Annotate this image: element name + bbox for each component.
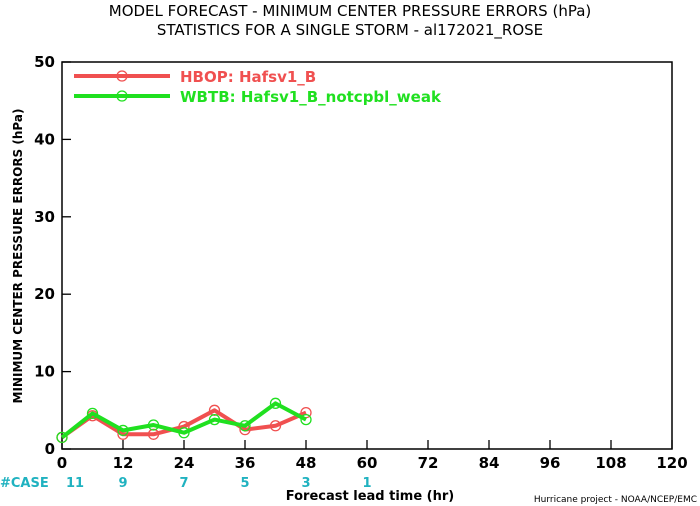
x-tick-label: 60: [357, 454, 378, 472]
x-tick-label: 12: [113, 454, 134, 472]
x-axis-label: Forecast lead time (hr): [286, 489, 454, 504]
data-point: [208, 413, 221, 426]
x-tick-label: 96: [540, 454, 561, 472]
data-point: [147, 419, 160, 431]
chart-title: MODEL FORECAST - MINIMUM CENTER PRESSURE…: [109, 2, 592, 20]
data-point: [269, 397, 282, 409]
case-count: 7: [179, 476, 188, 491]
y-tick-label: 40: [34, 130, 55, 148]
axis-ticks: 0 12 24 36 48 60 72 84 96 108 120 0 10 20 30 40 50: [34, 53, 688, 472]
x-tick-label: 36: [235, 454, 256, 472]
series-line: [60, 408, 307, 440]
plot-frame: [61, 61, 673, 450]
y-tick-label: 30: [34, 208, 55, 226]
x-tick-label: 120: [656, 454, 687, 472]
data-point: [300, 413, 312, 426]
y-tick-label: 20: [34, 285, 55, 303]
chart-subtitle: STATISTICS FOR A SINGLE STORM - al172021…: [157, 21, 543, 40]
case-count: 9: [118, 476, 127, 491]
data-point: [269, 420, 282, 432]
data-point: [239, 420, 251, 432]
legend-marker: [116, 70, 128, 82]
y-tick-label: 50: [34, 53, 55, 71]
series-line: [60, 401, 307, 439]
legend: HBOP: Hafsv1_B WBTB: Hafsv1_B_notcpbl_wea…: [74, 68, 442, 106]
case-counts: #CASE 11 9 7 5 3 1: [0, 476, 372, 491]
case-count: 11: [66, 476, 84, 491]
x-tick-label: 0: [57, 454, 67, 472]
case-count: 1: [362, 476, 371, 491]
legend-label: HBOP: Hafsv1_B: [180, 68, 316, 86]
legend-label: WBTB: Hafsv1_B_notcpbl_weak: [180, 88, 442, 106]
x-tick-label: 108: [595, 454, 626, 472]
y-tick-label: 0: [45, 440, 55, 458]
data-point: [147, 428, 160, 440]
y-axis-label: MINIMUM CENTER PRESSURE ERRORS (hPa): [11, 109, 25, 404]
series-layer: [56, 397, 312, 444]
case-count: 5: [240, 476, 249, 491]
case-count: 3: [301, 476, 310, 491]
case-label: #CASE: [0, 476, 49, 491]
data-point: [117, 424, 129, 437]
data-point: [56, 431, 68, 444]
credit-text: Hurricane project - NOAA/NCEP/EMC: [534, 495, 697, 505]
x-tick-label: 24: [174, 454, 195, 472]
data-point: [86, 407, 99, 420]
x-tick-label: 72: [418, 454, 439, 472]
legend-marker: [116, 90, 128, 102]
x-tick-label: 48: [296, 454, 317, 472]
x-tick-label: 84: [479, 454, 500, 472]
data-point: [178, 427, 190, 439]
y-tick-label: 10: [34, 363, 55, 381]
data-point: [208, 404, 221, 416]
